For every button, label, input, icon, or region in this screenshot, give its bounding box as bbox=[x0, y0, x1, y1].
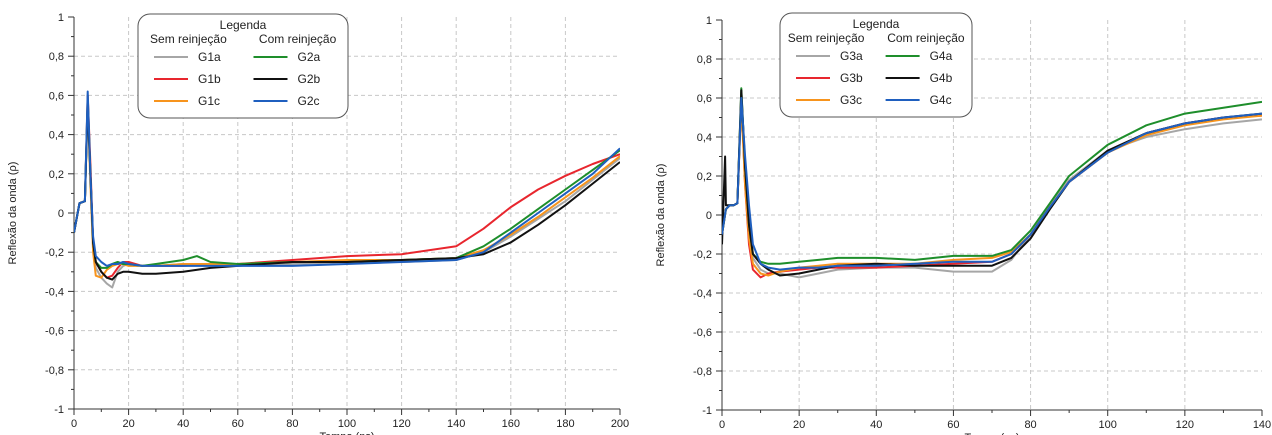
chart0-ytick-label: -0,8 bbox=[45, 365, 64, 377]
chart0-xtick-label: 120 bbox=[392, 418, 410, 430]
chart-left-svg: 0 20 40 60 80 100 120 140 160 180 200 1 0,8 0,6 0,4 0,2… bbox=[7, 12, 629, 435]
chart0-xtick-label: 200 bbox=[611, 418, 629, 430]
chart0-ytick-label: 0,8 bbox=[49, 51, 64, 63]
chart1-legend-label-g3a: G3a bbox=[840, 49, 863, 63]
chart0-legend-label-g1c: G1c bbox=[198, 94, 220, 108]
chart1-ytick-label: 0,6 bbox=[697, 93, 712, 105]
chart0-ytick-label: -0,6 bbox=[45, 326, 64, 338]
chart0-legend-group-right: Com reinjeção bbox=[259, 32, 337, 46]
chart1-xlabel: Tempo (ns) bbox=[964, 432, 1019, 435]
chart0-xtick-label: 0 bbox=[71, 418, 77, 430]
chart0-xlabel: Tempo (ns) bbox=[319, 431, 374, 435]
chart0-legend-title: Legenda bbox=[220, 18, 267, 32]
chart1-legend-title: Legenda bbox=[853, 17, 900, 31]
chart0-ytick-label: -0,2 bbox=[45, 247, 64, 259]
chart1-ytick-label: 0,2 bbox=[697, 171, 712, 183]
chart1-ytick-label: 1 bbox=[706, 15, 712, 27]
chart1-xtick-label: 0 bbox=[719, 419, 725, 431]
chart1-legend-box bbox=[779, 12, 973, 118]
chart0-xtick-label: 60 bbox=[232, 418, 244, 430]
chart-left: 0 20 40 60 80 100 120 140 160 180 200 1 0,8 0,6 0,4 0,2… bbox=[7, 12, 629, 435]
chart0-ytick-label: 1 bbox=[58, 12, 64, 24]
chart1-legend-group-left: Sem reinjeção bbox=[788, 31, 865, 45]
chart1-ytick-label: -0,4 bbox=[693, 288, 712, 300]
chart0-ytick-label: -0,4 bbox=[45, 286, 64, 298]
chart0-xtick-label: 160 bbox=[502, 418, 520, 430]
chart0-ytick-label: 0 bbox=[58, 208, 64, 220]
chart1-legend-label-g4c: G4c bbox=[930, 93, 952, 107]
chart1-series-g4b bbox=[722, 89, 1262, 277]
chart0-ylabel: Reflexão da onda (ρ) bbox=[7, 162, 19, 265]
chart0-xtick-label: 40 bbox=[177, 418, 189, 430]
chart1-ytick-label: -1 bbox=[702, 405, 712, 417]
chart0-xtick-label: 20 bbox=[122, 418, 134, 430]
chart1-series-g3c bbox=[722, 100, 1262, 277]
chart1-legend-label-g4a: G4a bbox=[930, 49, 953, 63]
chart0-legend-label-g1a: G1a bbox=[198, 50, 221, 64]
chart0-legend-group-left: Sem reinjeção bbox=[150, 32, 227, 46]
chart0-ytick-label: 0,6 bbox=[49, 90, 64, 102]
chart1-ytick-label: -0,8 bbox=[693, 366, 712, 378]
chart0-legend-label-g2b: G2b bbox=[298, 72, 321, 86]
chart1-xtick-label: 80 bbox=[1024, 419, 1036, 431]
chart1-legend-label-g4b: G4b bbox=[930, 71, 953, 85]
chart0-legend-label-g2c: G2c bbox=[298, 94, 320, 108]
chart0-ytick-label: -1 bbox=[54, 404, 64, 416]
chart1-ytick-label: 0,4 bbox=[697, 132, 712, 144]
chart1-legend-group-right: Com reinjeção bbox=[887, 31, 965, 45]
chart0-legend-label-g1b: G1b bbox=[198, 72, 221, 86]
chart1-legend-label-g3b: G3b bbox=[840, 71, 863, 85]
chart1-ylabel: Reflexão da onda (ρ) bbox=[655, 164, 667, 267]
chart0-xtick-label: 100 bbox=[338, 418, 356, 430]
chart1-xtick-label: 60 bbox=[947, 419, 959, 431]
chart1-ytick-label: 0 bbox=[706, 210, 712, 222]
chart0-ytick-label: 0,2 bbox=[49, 169, 64, 181]
chart1-series-g4c bbox=[722, 97, 1262, 271]
chart0-series-g2c bbox=[74, 90, 620, 267]
chart1-xtick-label: 20 bbox=[793, 419, 805, 431]
chart1-ytick-label: -0,2 bbox=[693, 249, 712, 261]
chart0-xtick-label: 140 bbox=[447, 418, 465, 430]
chart0-ytick-label: 0,4 bbox=[49, 130, 64, 142]
chart1-ytick-label: -0,6 bbox=[693, 327, 712, 339]
chart-right: 0 20 40 60 80 100 120 140 1 0,8 0,6 0,4 0,2 0 -0,2 -0,4… bbox=[648, 0, 1272, 435]
chart-right-svg: 0 20 40 60 80 100 120 140 1 0,8 0,6 0,4 0,2 0 -0,2 -0,4… bbox=[655, 12, 1271, 435]
chart1-legend-label-g3c: G3c bbox=[840, 93, 862, 107]
chart1-xtick-label: 120 bbox=[1176, 419, 1194, 431]
chart0-xtick-label: 180 bbox=[556, 418, 574, 430]
chart1-ytick-label: 0,8 bbox=[697, 54, 712, 66]
chart0-legend-label-g2a: G2a bbox=[298, 50, 321, 64]
chart1-xtick-label: 100 bbox=[1099, 419, 1117, 431]
chart1-xtick-label: 40 bbox=[870, 419, 882, 431]
chart1-xtick-label: 140 bbox=[1253, 419, 1271, 431]
chart0-xtick-label: 80 bbox=[286, 418, 298, 430]
chart0-legend-box bbox=[137, 13, 349, 119]
